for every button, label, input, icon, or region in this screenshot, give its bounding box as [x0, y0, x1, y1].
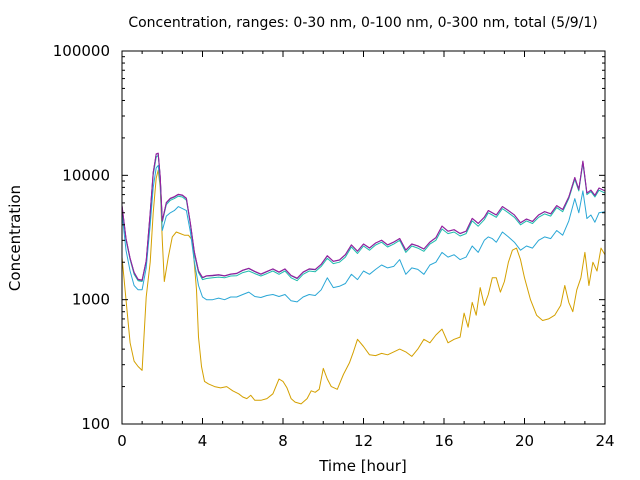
x-axis-label: Time [hour]	[318, 457, 407, 475]
x-tick-label: 20	[515, 432, 534, 450]
x-tick-label: 8	[278, 432, 288, 450]
series-layer	[121, 152, 606, 405]
x-tick-label: 16	[434, 432, 453, 450]
ticks-layer: 0 4 8 12 16 20 24 100 1000 10000 100000	[53, 42, 615, 450]
x-tick-label: 4	[198, 432, 208, 450]
series-line-1	[121, 169, 606, 405]
y-tick-label: 100	[81, 415, 110, 433]
chart-title: Concentration, ranges: 0-30 nm, 0-100 nm…	[128, 15, 597, 31]
y-tick-label: 100000	[53, 42, 110, 60]
y-tick-label: 1000	[72, 291, 110, 309]
series-line-3	[121, 154, 606, 282]
y-tick-label: 10000	[62, 166, 110, 184]
y-axis-label: Concentration	[6, 185, 24, 291]
series-line-5	[121, 152, 606, 281]
x-tick-label: 24	[595, 432, 614, 450]
x-tick-label: 12	[354, 432, 373, 450]
series-line-2	[121, 165, 606, 303]
plot-frame	[121, 50, 606, 425]
x-tick-label: 0	[117, 432, 127, 450]
